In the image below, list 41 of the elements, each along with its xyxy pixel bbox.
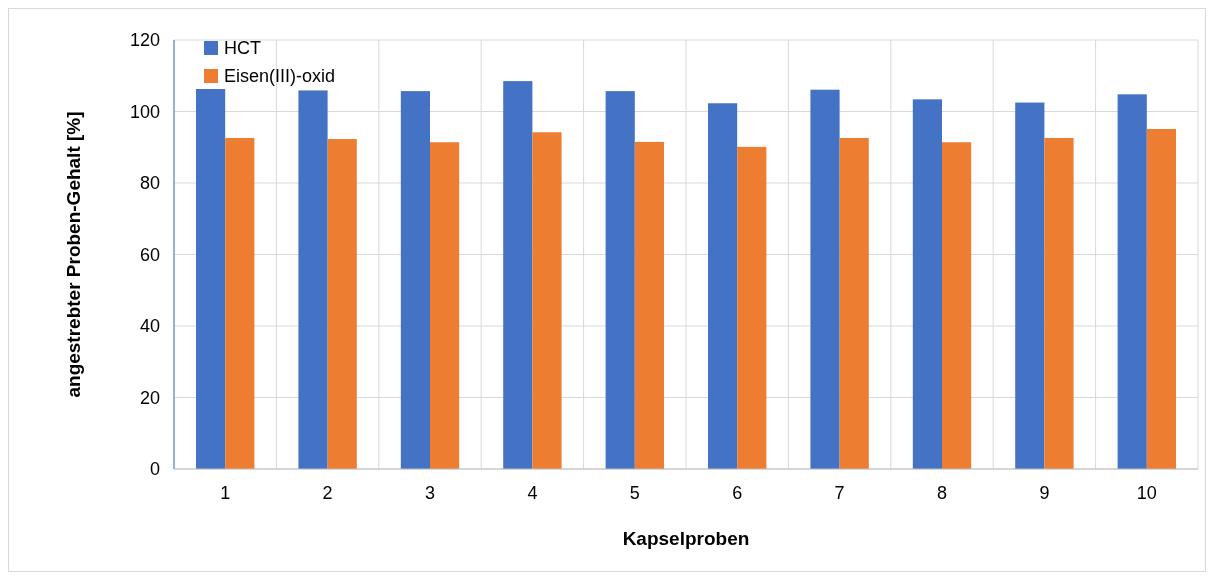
bar xyxy=(942,142,972,469)
bar xyxy=(708,103,738,469)
y-tick-label: 20 xyxy=(139,387,160,408)
x-tick-label: 7 xyxy=(834,483,845,503)
x-tick-label: 1 xyxy=(220,483,231,503)
bar xyxy=(298,90,328,469)
y-axis-title: angestrebter Proben-Gehalt [%] xyxy=(63,111,84,398)
x-tick-label: 4 xyxy=(527,483,538,503)
bar xyxy=(1117,94,1147,469)
x-tick-label: 10 xyxy=(1136,483,1157,503)
x-tick-label: 2 xyxy=(322,483,333,503)
x-tick-label: 8 xyxy=(936,483,948,503)
x-tick-label: 9 xyxy=(1039,483,1050,503)
bar xyxy=(634,141,664,469)
bar xyxy=(503,81,533,469)
bar xyxy=(912,99,942,469)
legend-label: HCT xyxy=(224,38,261,59)
bar xyxy=(605,91,635,469)
bar xyxy=(400,91,430,469)
bar xyxy=(810,89,840,469)
y-tick-label: 80 xyxy=(139,173,160,194)
bar xyxy=(737,146,767,469)
bar xyxy=(225,137,255,469)
bar xyxy=(430,142,460,469)
x-tick-label: 6 xyxy=(732,483,743,503)
bar xyxy=(1044,137,1074,469)
bar xyxy=(1146,129,1176,469)
bar xyxy=(839,137,869,469)
y-tick-label: 0 xyxy=(149,459,160,480)
y-tick-label: 120 xyxy=(129,30,160,51)
bar xyxy=(1015,102,1045,469)
bar xyxy=(196,88,226,469)
bar xyxy=(327,139,357,469)
x-axis-title: Kapselproben xyxy=(622,528,750,549)
x-tick-label: 3 xyxy=(424,483,436,503)
y-tick-label: 40 xyxy=(139,316,160,337)
y-tick-label: 100 xyxy=(129,101,160,122)
legend-label: Eisen(III)-oxid xyxy=(224,66,336,87)
bar xyxy=(532,132,562,469)
y-tick-label: 60 xyxy=(139,244,160,265)
x-tick-label: 5 xyxy=(629,483,640,503)
